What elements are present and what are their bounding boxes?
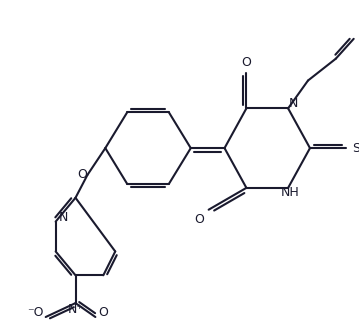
Text: O: O — [194, 213, 204, 226]
Text: O: O — [242, 56, 251, 69]
Text: N⁺: N⁺ — [67, 303, 84, 315]
Text: NH: NH — [281, 186, 299, 199]
Text: N: N — [288, 97, 298, 110]
Text: O: O — [78, 168, 87, 181]
Text: N: N — [59, 211, 68, 224]
Text: S: S — [352, 142, 359, 155]
Text: O: O — [98, 306, 108, 318]
Text: ⁻O: ⁻O — [28, 306, 44, 318]
